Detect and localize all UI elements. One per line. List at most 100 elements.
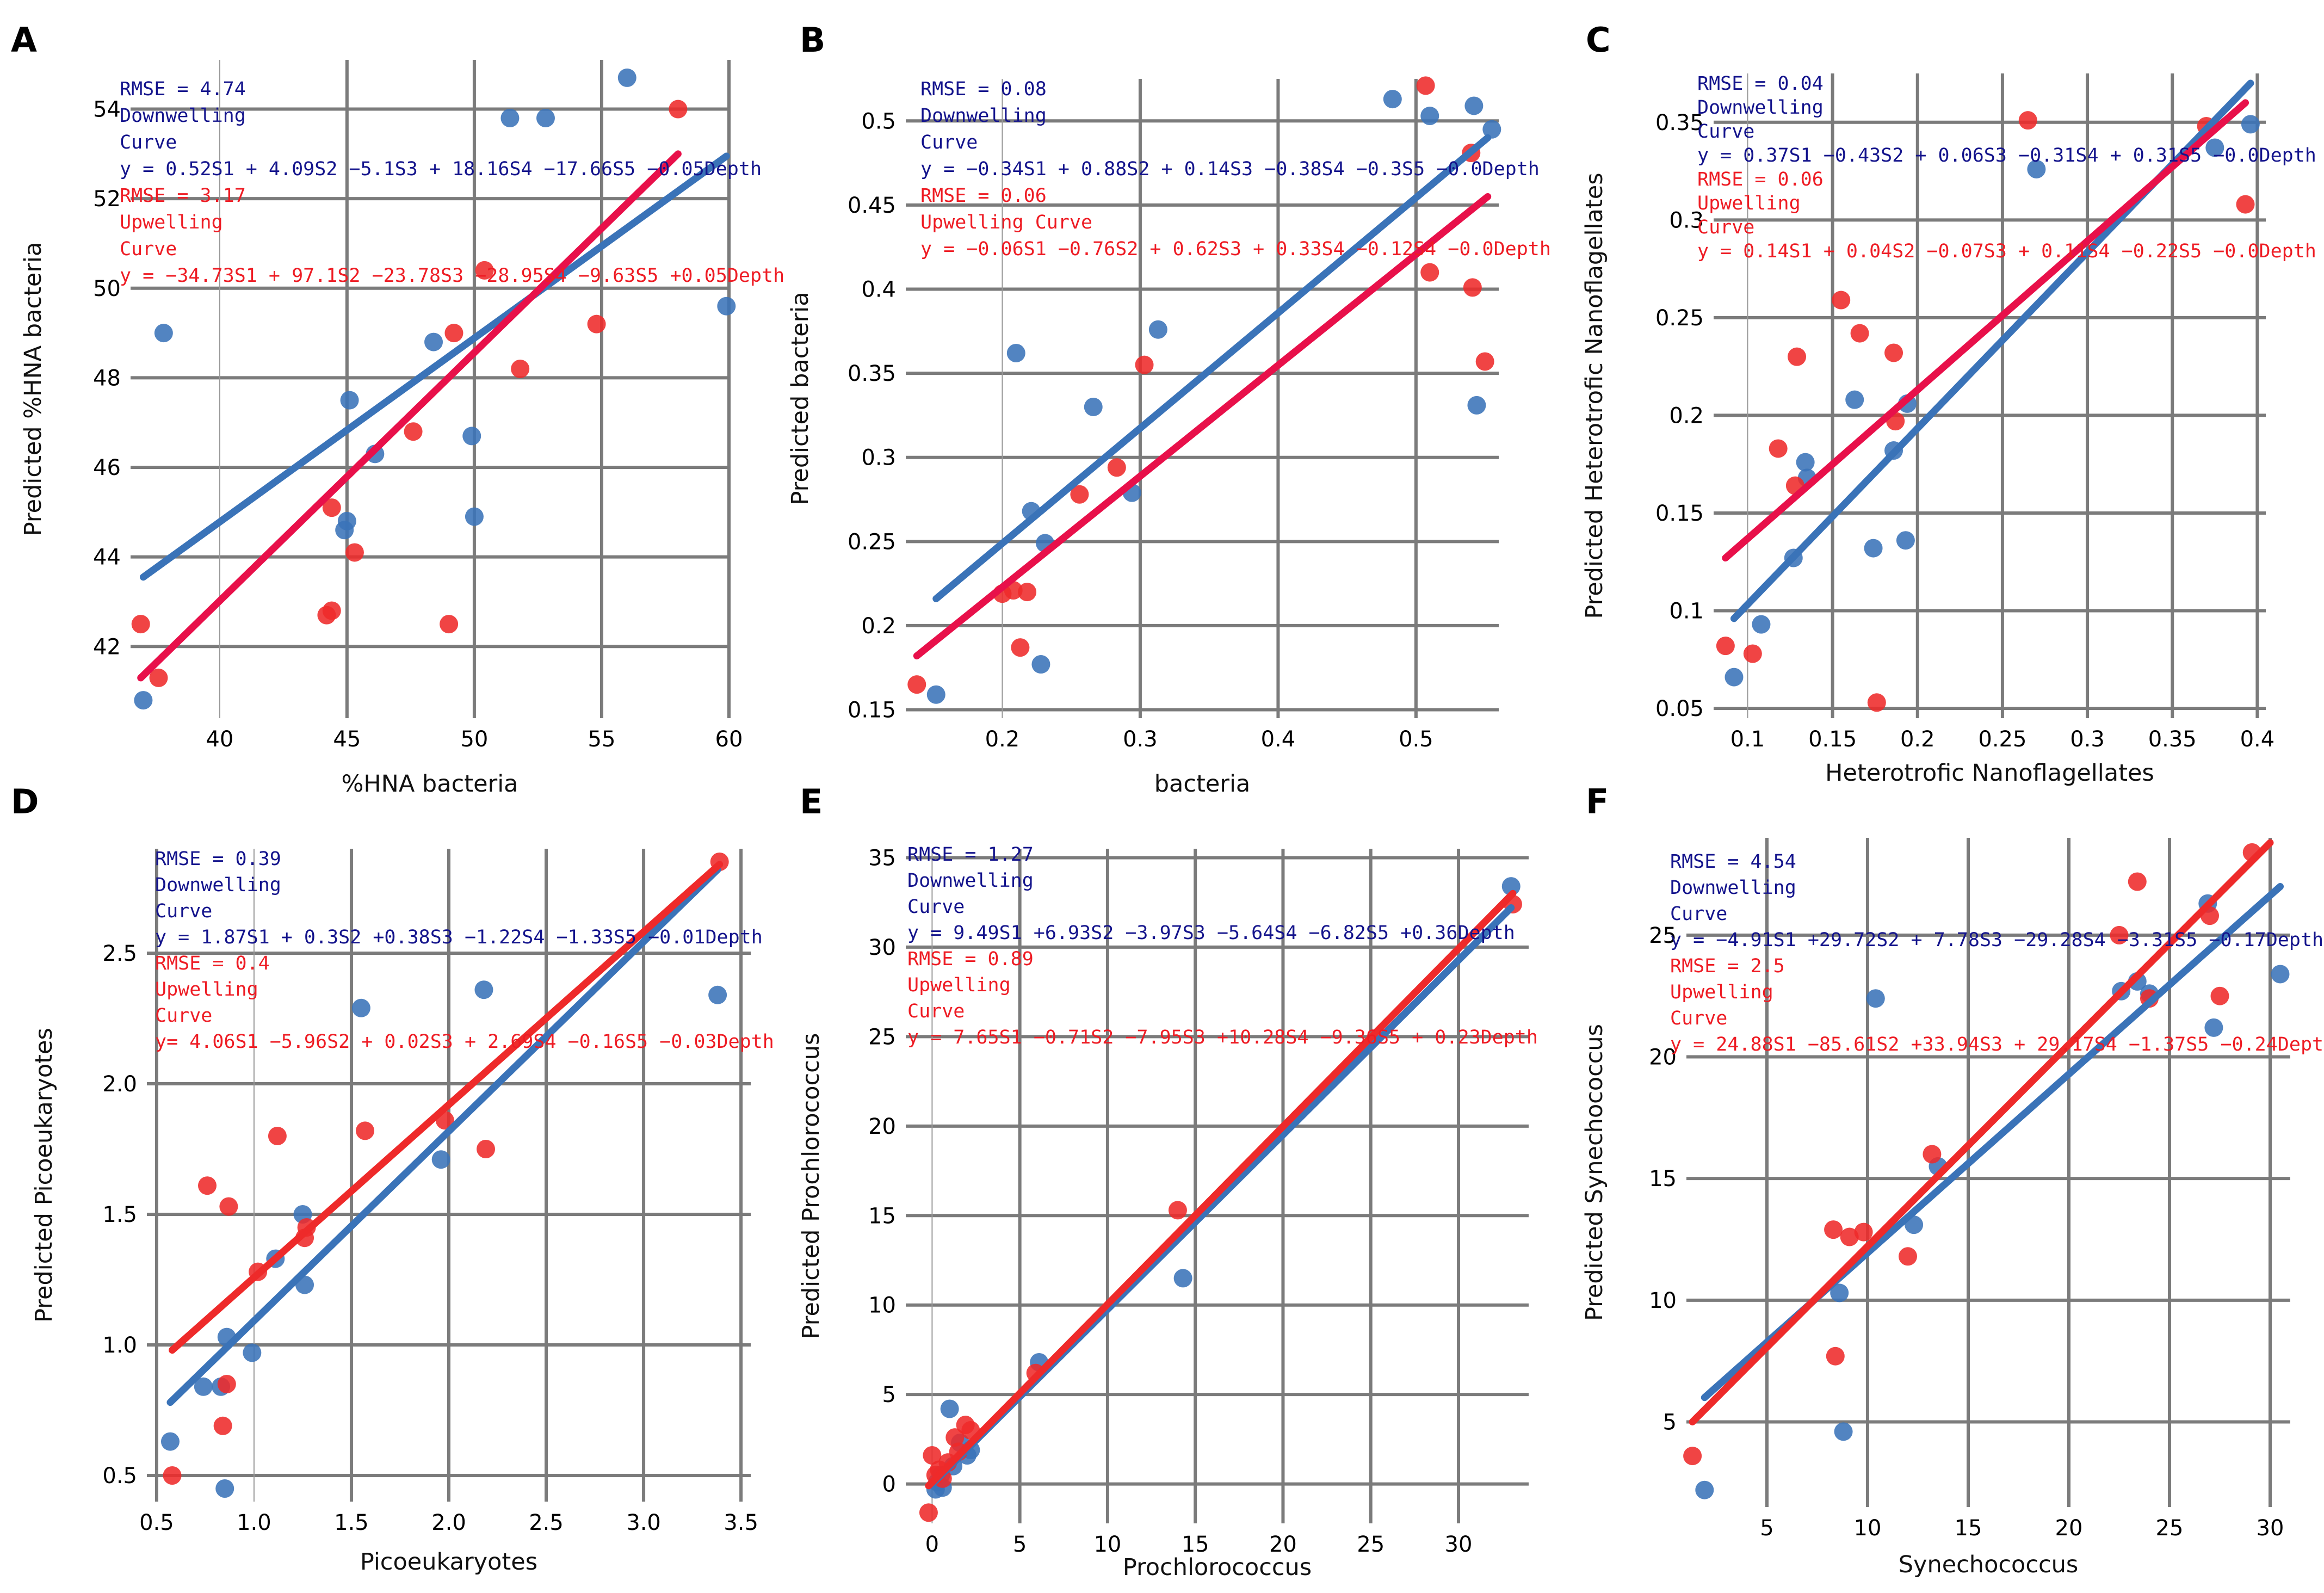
- x-tick-label: 2.0: [431, 1510, 466, 1535]
- downwelling-point: [500, 109, 520, 128]
- downwelling-equation: y = −0.34S1 + 0.88S2 + 0.14S3 −0.38S4 −0…: [920, 158, 1540, 180]
- downwelling-point: [424, 332, 443, 351]
- panel-a: 40 45 50 55 60 42 44 46 48 50 52 54 %HNA bacteria Pre…: [11, 20, 784, 798]
- downwelling-point: [1866, 989, 1885, 1008]
- downwelling-point: [194, 1377, 213, 1396]
- downwelling-label: Downwelling: [1670, 877, 1796, 899]
- downwelling-point: [2027, 159, 2046, 178]
- downwelling-point: [2271, 965, 2290, 984]
- y-tick-label: 44: [93, 545, 121, 570]
- upwelling-label: Upwelling: [907, 974, 1011, 996]
- y-tick-label: 0.25: [1655, 306, 1704, 331]
- x-tick-label: 0.35: [2148, 727, 2197, 752]
- y-tick-label: 0.25: [848, 529, 896, 554]
- upwelling-point: [1716, 637, 1735, 656]
- x-tick-label: 2.5: [529, 1510, 564, 1535]
- upwelling-point: [1168, 1201, 1187, 1220]
- y-tick-label: 30: [868, 935, 896, 960]
- annotation-block: RMSE = 4.74 Downwelling Curve y = 0.52S1 + …: [120, 78, 784, 287]
- downwelling-rmse: RMSE = 0.39: [155, 848, 281, 870]
- upwelling-label: Upwelling: [155, 979, 258, 1001]
- upwelling-label: Upwelling: [120, 212, 223, 233]
- upwelling-point: [669, 100, 688, 119]
- x-tick-label: 40: [206, 727, 233, 752]
- downwelling-point: [1896, 531, 1915, 550]
- downwelling-point: [940, 1399, 959, 1418]
- y-tick-label: 0.15: [848, 698, 896, 723]
- upwelling-point: [149, 668, 168, 687]
- upwelling-equation: y = 24.88S1 −85.61S2 +33.94S3 + 29.17S4 …: [1670, 1034, 2324, 1055]
- downwelling-point: [2204, 1018, 2223, 1037]
- upwelling-point: [440, 615, 459, 634]
- upwelling-point: [163, 1466, 182, 1485]
- panel-letter: E: [800, 782, 823, 822]
- downwelling-point: [462, 427, 481, 446]
- y-tick-label: 0.15: [1655, 501, 1704, 526]
- panel-letter: A: [11, 20, 37, 60]
- y-tick-label: 1.0: [102, 1333, 137, 1358]
- downwelling-point: [351, 998, 370, 1017]
- panel-d: 0.5 1.0 1.5 2.0 2.5 3.0 3.5 0.5 1.0 1.5 2.0 2.5 Pico…: [11, 782, 774, 1576]
- upwelling-point: [1475, 352, 1494, 371]
- x-tick-label: 15: [1182, 1532, 1209, 1557]
- annotation-block: RMSE = 1.27 Downwelling Curve y = 9.49S1 +6…: [907, 844, 1538, 1048]
- downwelling-fit-line: [932, 134, 1492, 602]
- x-tick-label: 0.3: [1123, 727, 1158, 752]
- x-tick-label: 45: [333, 727, 361, 752]
- x-tick-label: 25: [1357, 1532, 1384, 1557]
- upwelling-point: [475, 261, 494, 280]
- upwelling-equation: y = −0.06S1 −0.76S2 + 0.62S3 + 0.33S4 −0…: [920, 238, 1551, 260]
- x-tick-label: 0.2: [985, 727, 1020, 752]
- upwelling-point: [2236, 195, 2255, 214]
- upwelling-fit-line: [1689, 839, 2274, 1425]
- upwelling-point: [511, 359, 530, 378]
- downwelling-point: [1695, 1480, 1714, 1499]
- downwelling-point: [1464, 96, 1484, 115]
- upwelling-point: [923, 1446, 942, 1465]
- x-tick-label: 0.5: [1399, 727, 1433, 752]
- downwelling-point: [926, 685, 945, 704]
- downwelling-label: Downwelling: [155, 874, 281, 896]
- downwelling-point: [340, 391, 359, 410]
- downwelling-equation: y = 9.49S1 +6.93S2 −3.97S3 −5.64S4 −6.82…: [907, 922, 1515, 944]
- upwelling-point: [907, 675, 926, 694]
- x-tick-label: 0.3: [2070, 727, 2105, 752]
- downwelling-label: Curve: [920, 132, 978, 153]
- downwelling-point: [1173, 1269, 1192, 1288]
- y-axis-label: Predicted %HNA bacteria: [20, 242, 47, 536]
- upwelling-point: [945, 1428, 965, 1447]
- upwelling-label: Upwelling Curve: [920, 212, 1092, 233]
- x-tick-label: 3.0: [626, 1510, 661, 1535]
- downwelling-point: [1796, 453, 1815, 472]
- y-tick-label: 0.4: [861, 277, 896, 302]
- y-tick-label: 15: [1649, 1166, 1677, 1191]
- upwelling-fit-line: [169, 861, 724, 1354]
- y-tick-label: 0.3: [1669, 208, 1704, 233]
- downwelling-rmse: RMSE = 4.74: [120, 78, 246, 100]
- downwelling-equation: y = 0.37S1 −0.43S2 + 0.06S3 −0.31S4 + 0.…: [1697, 145, 2316, 166]
- upwelling-equation: y= 4.06S1 −5.96S2 + 0.02S3 + 2.69S4 −0.1…: [155, 1031, 774, 1053]
- downwelling-point: [1864, 539, 1883, 558]
- y-tick-label: 1.5: [102, 1202, 137, 1227]
- upwelling-label: Upwelling: [1670, 981, 1773, 1003]
- upwelling-point: [477, 1140, 496, 1158]
- upwelling-point: [1884, 343, 1903, 362]
- x-tick-label: 20: [2055, 1516, 2083, 1541]
- downwelling-point: [154, 324, 173, 343]
- downwelling-point: [1834, 1422, 1853, 1441]
- upwelling-point: [1463, 278, 1482, 297]
- upwelling-point: [217, 1375, 236, 1393]
- upwelling-point: [1832, 291, 1851, 310]
- upwelling-point: [587, 314, 606, 334]
- upwelling-equation: y = 0.14S1 + 0.04S2 −0.07S3 + 0.11S4 −0.…: [1697, 240, 2316, 262]
- panel-letter: C: [1586, 20, 1611, 60]
- upwelling-point: [1743, 644, 1762, 663]
- downwelling-rmse: RMSE = 4.54: [1670, 851, 1796, 873]
- upwelling-point: [1420, 263, 1439, 282]
- upwelling-point: [1826, 1347, 1845, 1366]
- downwelling-fit-line: [166, 866, 721, 1406]
- x-tick-label: 60: [715, 727, 743, 752]
- y-axis-label: Predicted Heterotrofic Nanoflagellates: [1581, 172, 1608, 619]
- downwelling-label: Curve: [907, 896, 965, 918]
- upwelling-fit-line: [137, 150, 682, 682]
